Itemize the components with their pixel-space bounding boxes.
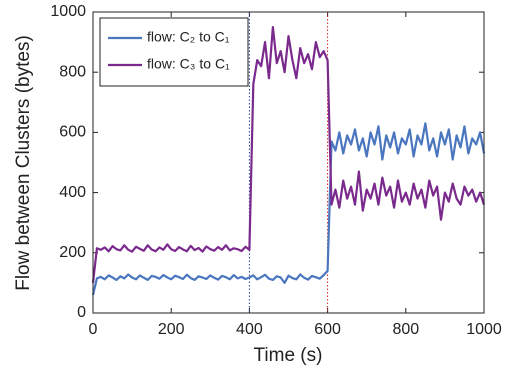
series-line bbox=[91, 25, 486, 284]
legend-text: flow: C₂ to C₁ bbox=[147, 29, 230, 45]
y-tick-label: 400 bbox=[59, 184, 86, 201]
y-tick-label: 0 bbox=[77, 304, 86, 321]
x-tick-label: 400 bbox=[236, 321, 263, 338]
y-tick-label: 1000 bbox=[50, 3, 86, 20]
y-tick-label: 800 bbox=[59, 63, 86, 80]
x-tick-label: 0 bbox=[89, 321, 98, 338]
plot-frame bbox=[92, 11, 485, 314]
legend-text: flow: C₃ to C₁ bbox=[147, 56, 230, 72]
x-tick-label: 1000 bbox=[466, 321, 502, 338]
legend-box bbox=[99, 17, 249, 87]
x-tick-label: 200 bbox=[158, 321, 185, 338]
x-tick-label: 800 bbox=[392, 321, 419, 338]
x-tick-label: 600 bbox=[314, 321, 341, 338]
y-tick-label: 200 bbox=[59, 244, 86, 261]
x-axis-label: Time (s) bbox=[254, 345, 323, 366]
y-tick-label: 600 bbox=[59, 124, 86, 141]
y-axis-label: Flow between Clusters (bytes) bbox=[13, 35, 34, 291]
series-line bbox=[91, 122, 486, 296]
